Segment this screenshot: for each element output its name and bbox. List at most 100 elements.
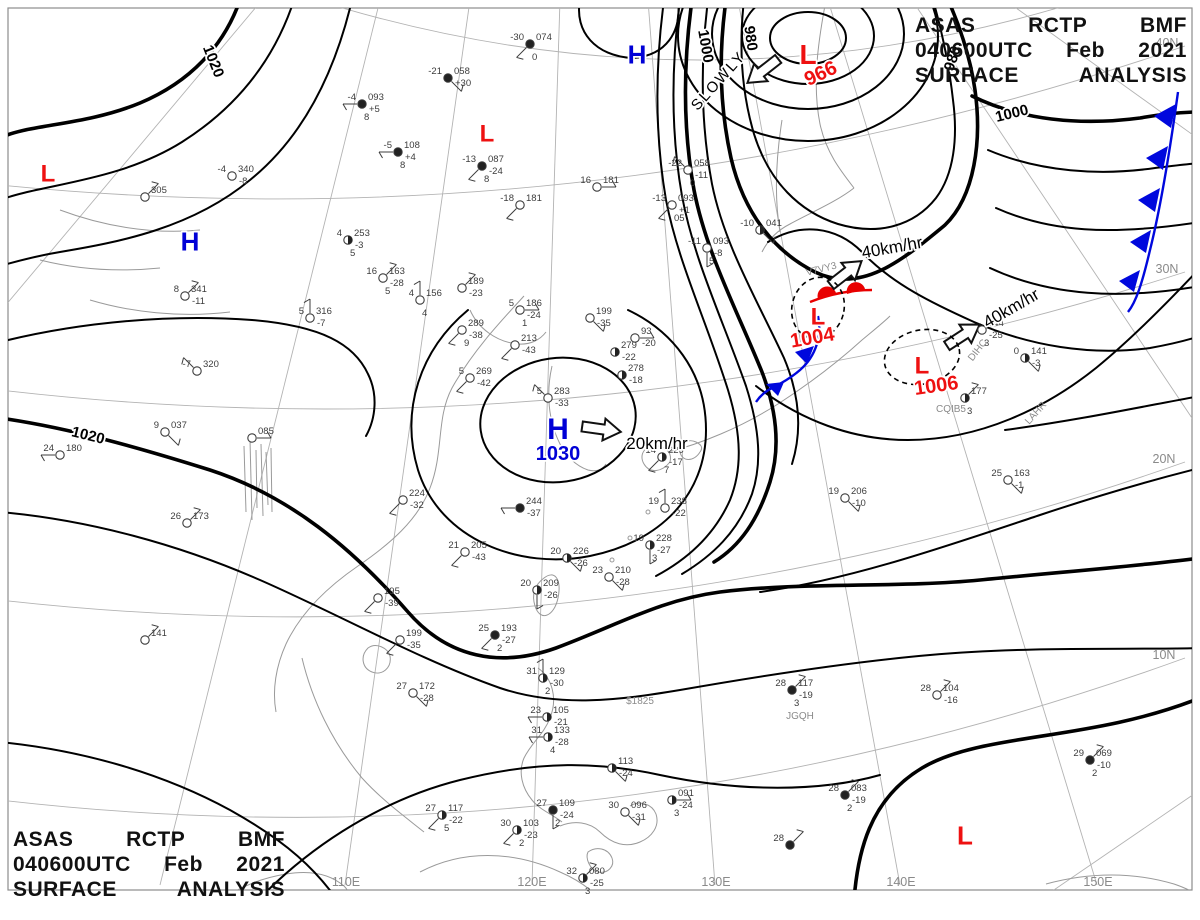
svg-text:30: 30	[500, 818, 511, 829]
pressure-center-letter: H	[628, 39, 647, 69]
station-plot: 31 133-284	[528, 725, 570, 756]
svg-text:133: 133	[554, 725, 570, 736]
station-plot: 16 163-285	[366, 262, 405, 297]
svg-text:-28: -28	[555, 737, 569, 748]
svg-text:-21: -21	[554, 717, 568, 728]
svg-text:224: 224	[409, 488, 425, 499]
svg-text:-42: -42	[477, 378, 491, 389]
title-word: Feb	[1066, 39, 1105, 62]
svg-text:144: 144	[988, 318, 1004, 329]
terrain-lines	[243, 439, 273, 521]
station-plot: 9 037	[154, 420, 187, 446]
svg-text:316: 316	[316, 306, 332, 317]
title-word: SURFACE	[915, 64, 1019, 87]
svg-text:-31: -31	[632, 812, 646, 823]
longitude-label: 120E	[517, 875, 546, 889]
station-plot: -7 320	[181, 357, 219, 376]
station-plot: 19 228-273	[633, 533, 672, 565]
station-plot: 19 206-10	[828, 486, 867, 512]
svg-text:-4: -4	[348, 92, 356, 103]
station-plot: 305	[140, 181, 167, 202]
svg-text:206: 206	[851, 486, 867, 497]
title-word: RCTP	[1028, 14, 1088, 37]
station-plot: 289-389	[448, 318, 484, 349]
developing-low-dashed-circle	[790, 276, 846, 340]
svg-text:-43: -43	[522, 345, 536, 356]
svg-text:-7: -7	[317, 318, 325, 329]
station-plot: -4 093+58	[342, 92, 384, 123]
svg-text:199: 199	[596, 306, 612, 317]
svg-text:4: 4	[409, 288, 414, 299]
svg-text:283: 283	[554, 386, 570, 397]
longitude-label: 130E	[701, 875, 730, 889]
svg-text:14: 14	[645, 445, 656, 456]
coastlines	[39, 8, 1190, 890]
svg-text:20: 20	[550, 546, 561, 557]
svg-text:5: 5	[299, 306, 304, 317]
svg-text:21: 21	[448, 540, 459, 551]
svg-text:2: 2	[555, 818, 560, 829]
svg-text:-33: -33	[555, 398, 569, 409]
svg-text:-8: -8	[714, 248, 722, 259]
svg-text:19: 19	[633, 533, 644, 544]
svg-text:-10: -10	[1097, 760, 1111, 771]
station-plot: 091-243	[667, 788, 694, 819]
station-plot: 27 172-28	[396, 681, 435, 707]
svg-text:163: 163	[1014, 468, 1030, 479]
svg-text:3: 3	[585, 886, 590, 897]
svg-text:28: 28	[920, 683, 931, 694]
svg-text:205: 205	[471, 540, 487, 551]
svg-text:-28: -28	[420, 693, 434, 704]
svg-text:-24: -24	[527, 310, 541, 321]
svg-text:-30: -30	[550, 678, 564, 689]
svg-text:117: 117	[798, 678, 813, 689]
pressure-center-letter: L	[480, 121, 495, 148]
svg-text:105: 105	[553, 705, 569, 716]
svg-text:-24: -24	[560, 810, 574, 821]
station-plot: -5 108+48	[378, 140, 420, 171]
svg-text:-1: -1	[1015, 480, 1023, 491]
svg-text:199: 199	[406, 628, 422, 639]
svg-text:-27: -27	[502, 635, 516, 646]
pressure-center-letter: L	[811, 304, 826, 331]
latitude-label: 40N	[1156, 36, 1179, 50]
svg-text:2: 2	[519, 838, 524, 849]
svg-text:210: 210	[615, 565, 631, 576]
svg-text:19: 19	[828, 486, 839, 497]
station-plot: 23 105-21	[527, 705, 569, 728]
isobar-value-label: 980	[740, 25, 760, 52]
station-plot: 113-24	[607, 756, 633, 782]
station-plot: 26 173	[170, 507, 209, 528]
svg-text:141: 141	[151, 628, 167, 639]
station-plot: 31 129-302	[526, 658, 565, 697]
svg-text:30: 30	[608, 800, 619, 811]
cold-front-low-1004	[755, 315, 821, 403]
fronts	[755, 91, 1180, 403]
svg-text:8: 8	[174, 284, 179, 295]
developing-low-dashed-circle	[883, 328, 961, 386]
svg-text:238: 238	[671, 496, 687, 507]
svg-text:228: 228	[656, 533, 672, 544]
svg-text:3: 3	[652, 553, 657, 564]
svg-text:0: 0	[690, 178, 695, 189]
svg-text:104: 104	[943, 683, 959, 694]
pressure-center-letter: L	[915, 353, 930, 380]
svg-text:0: 0	[1014, 346, 1019, 357]
svg-text:16: 16	[580, 175, 591, 186]
svg-text:8: 8	[364, 112, 369, 123]
svg-text:113: 113	[618, 756, 633, 767]
svg-text:5: 5	[509, 298, 514, 309]
svg-text:-16: -16	[944, 695, 958, 706]
svg-text:-20: -20	[642, 338, 656, 349]
svg-text:-13: -13	[462, 154, 476, 165]
svg-text:9: 9	[154, 420, 159, 431]
svg-text:-22: -22	[668, 158, 682, 169]
station-plot: 93-20	[630, 326, 656, 349]
svg-text:-43: -43	[472, 552, 486, 563]
station-plot: 4 253-35	[337, 228, 370, 259]
station-plot: 28	[773, 829, 804, 850]
station-plot: 14 229-177	[645, 445, 683, 476]
